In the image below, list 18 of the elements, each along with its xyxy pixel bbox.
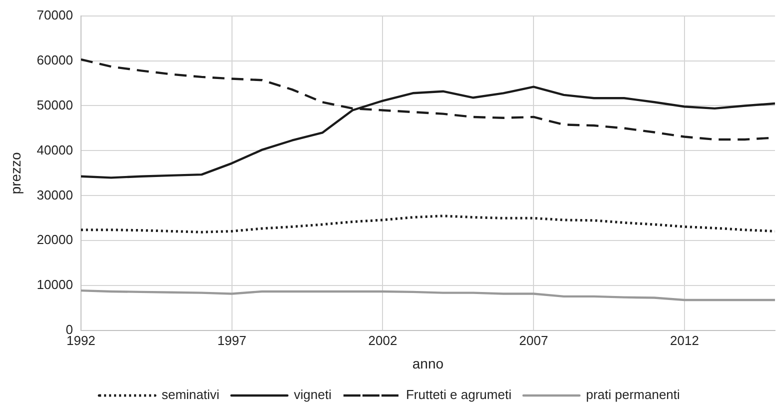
x-tick-label: 2002 [368,332,398,348]
y-tick-label: 70000 [36,7,73,22]
y-tick-label: 40000 [36,142,73,158]
legend-label: Frutteti e agrumeti [406,387,512,402]
x-axis-title: anno [412,355,444,372]
y-tick-label: 10000 [36,277,73,292]
legend-label: vigneti [294,387,332,402]
y-tick-label: 30000 [36,187,73,202]
y-tick-label: 60000 [36,52,73,68]
y-axis-title: prezzo [7,152,24,194]
y-tick-label: 50000 [36,97,73,112]
x-tick-label: 1997 [217,332,246,348]
legend-label: seminativi [162,387,220,402]
y-tick-label: 20000 [36,232,73,248]
x-tick-label: 2007 [519,332,548,348]
x-tick-label: 2012 [670,332,699,348]
line-series [80,214,775,234]
legend-label: prati permanenti [586,387,680,402]
